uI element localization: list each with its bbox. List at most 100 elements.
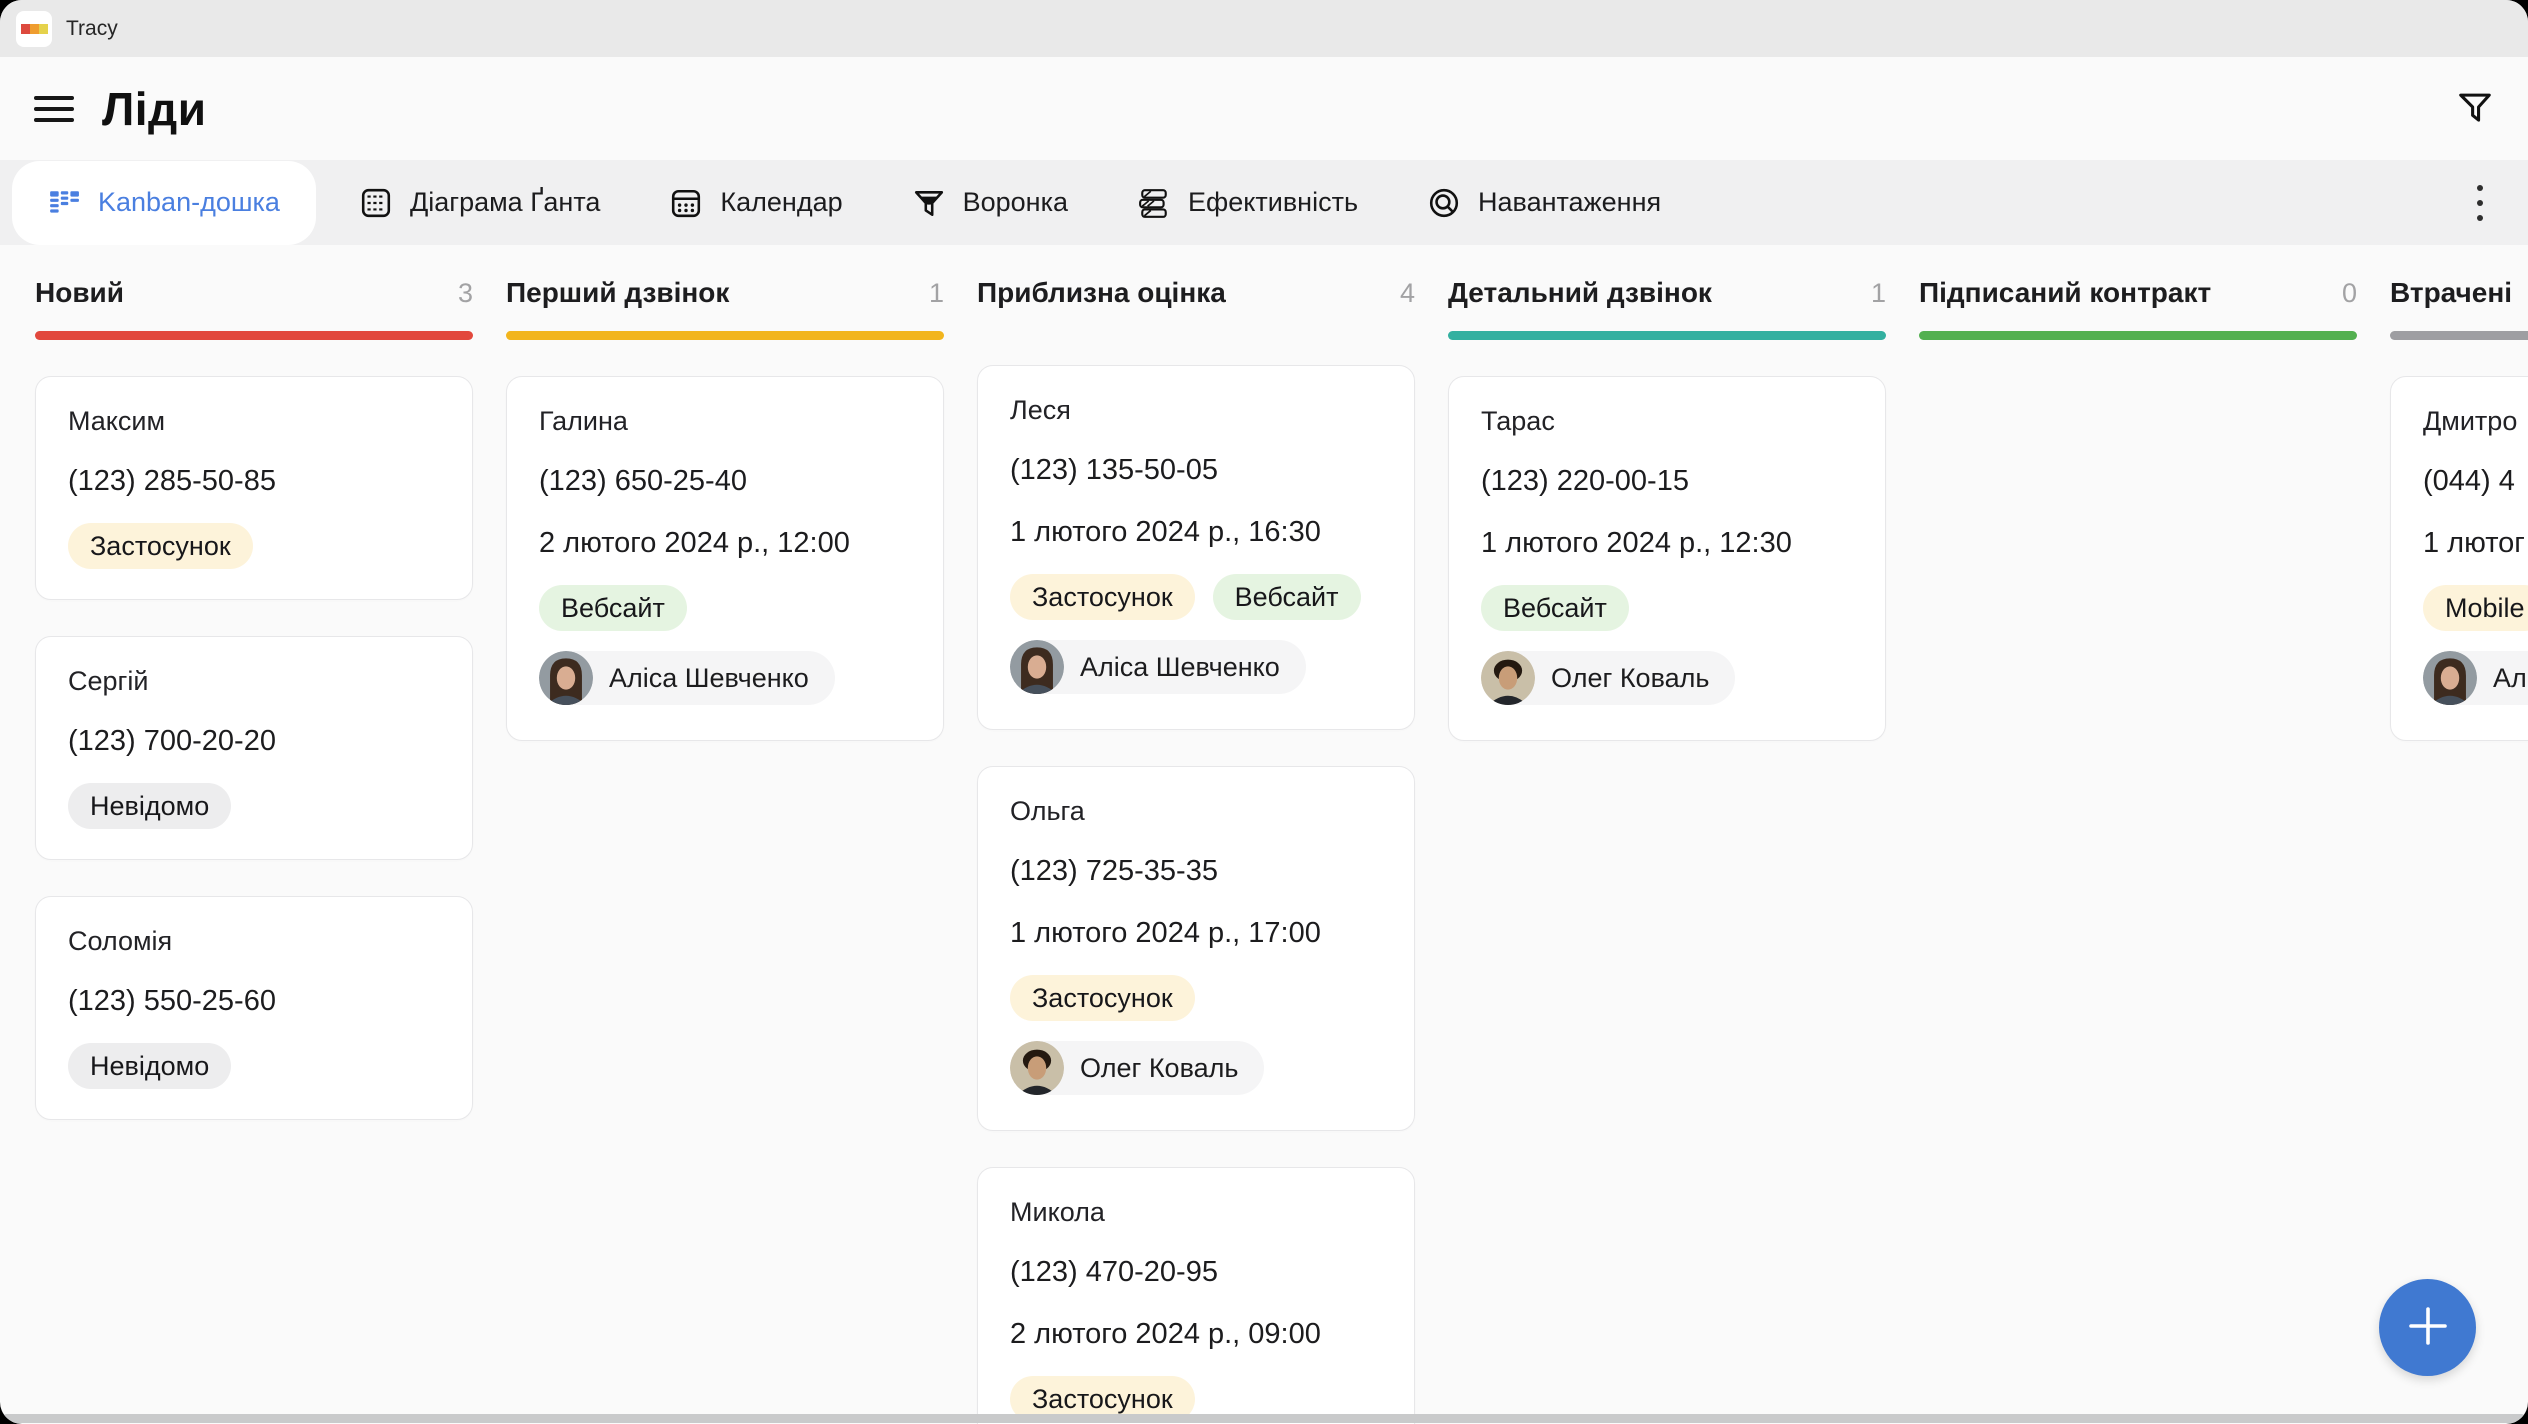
more-options-button[interactable]	[2452, 160, 2508, 245]
assignee-chip: Аліса Шевченко	[1010, 640, 1306, 694]
lead-phone: (123) 220-00-15	[1481, 465, 1689, 497]
column-header: Новий 3	[35, 277, 473, 311]
lead-card[interactable]: Сергій (123) 700-20-20 Невідомо	[35, 636, 473, 860]
lead-datetime: 1 лютог	[2423, 527, 2525, 559]
column-count: 1	[1870, 278, 1886, 308]
assignee-chip: Аліса Шевченко	[539, 651, 835, 705]
kanban-board: Новий 3 Максим (123) 285-50-85 Застосунок Сер…	[0, 245, 2528, 1424]
lead-card[interactable]: Соломія (123) 550-25-60 Невідомо	[35, 896, 473, 1120]
assignee-chip: Алі	[2423, 651, 2528, 705]
lead-name: Леся	[1010, 395, 1071, 425]
tab-workload[interactable]: Навантаження	[1402, 160, 1687, 245]
lead-tags: Застосунок Вебсайт	[1010, 574, 1382, 620]
lead-datetime: 1 лютого 2024 р., 12:30	[1481, 527, 1792, 559]
column-title: Перший дзвінок	[506, 277, 730, 308]
lead-card[interactable]: Ольга (123) 725-35-35 1 лютого 2024 р., 17…	[977, 766, 1415, 1131]
column-header: Перший дзвінок 1	[506, 277, 944, 311]
lead-tags: Вебсайт	[539, 585, 911, 631]
add-lead-button[interactable]	[2379, 1279, 2476, 1376]
column-cards: Дмитро (044) 4 1 лютог Mobile Алі	[2390, 376, 2528, 741]
lead-datetime: 2 лютого 2024 р., 09:00	[1010, 1318, 1321, 1350]
kanban-icon	[48, 187, 80, 219]
lead-phone: (123) 550-25-60	[68, 985, 276, 1017]
lead-name: Микола	[1010, 1197, 1105, 1227]
lead-name: Дмитро	[2423, 406, 2518, 436]
lead-phone: (123) 650-25-40	[539, 465, 747, 497]
lead-datetime: 1 лютого 2024 р., 16:30	[1010, 516, 1321, 548]
lead-source-tag: Вебсайт	[539, 585, 687, 631]
lead-name: Галина	[539, 406, 628, 436]
lead-tags: Mobile	[2423, 585, 2528, 631]
avatar	[539, 651, 593, 705]
column-header: Підписаний контракт 0	[1919, 277, 2357, 311]
kebab-vertical-icon	[2474, 181, 2486, 225]
column-cards: Леся (123) 135-50-05 1 лютого 2024 р., 16:…	[977, 365, 1415, 1424]
tab-label: Навантаження	[1478, 187, 1662, 217]
assignee-name: Аліса Шевченко	[1080, 651, 1280, 682]
calendar-icon	[670, 187, 702, 219]
assignee-chip: Олег Коваль	[1010, 1041, 1265, 1095]
lead-name: Максим	[68, 406, 166, 436]
lead-source-tag: Вебсайт	[1481, 585, 1629, 631]
hamburger-menu-button[interactable]	[34, 89, 74, 129]
column-color-bar	[35, 331, 473, 340]
tab-calendar[interactable]: Календар	[644, 160, 868, 245]
assignee-name: Аліса Шевченко	[609, 662, 809, 693]
lead-card[interactable]: Микола (123) 470-20-95 2 лютого 2024 р., 0…	[977, 1167, 1415, 1424]
tab-kanban-board[interactable]: Kanban-дошка	[12, 160, 316, 245]
tab-label: Воронка	[962, 187, 1069, 217]
lead-source-tag: Невідомо	[68, 1043, 232, 1089]
kanban-column: Детальний дзвінок 1 Тарас (123) 220-00-15 1 …	[1448, 245, 1886, 1424]
lead-name: Ольга	[1010, 796, 1085, 826]
lead-card[interactable]: Дмитро (044) 4 1 лютог Mobile Алі	[2390, 376, 2528, 741]
column-count: 4	[1399, 278, 1415, 308]
funnel-icon	[913, 187, 945, 219]
avatar	[1481, 651, 1535, 705]
page-title: Ліди	[102, 82, 207, 135]
tab-efficiency[interactable]: Ефективність	[1112, 160, 1384, 245]
lead-source-tag: Mobile	[2423, 585, 2528, 631]
filter-button[interactable]	[2456, 88, 2494, 129]
lead-card[interactable]: Леся (123) 135-50-05 1 лютого 2024 р., 16:…	[977, 365, 1415, 730]
plus-icon	[2404, 1302, 2452, 1353]
column-cards: Максим (123) 285-50-85 Застосунок Сергій (12…	[35, 376, 473, 1120]
tab-funnel[interactable]: Воронка	[887, 160, 1094, 245]
lead-card[interactable]: Галина (123) 650-25-40 2 лютого 2024 р., 1…	[506, 376, 944, 741]
efficiency-icon	[1138, 187, 1170, 219]
kanban-column: Підписаний контракт 0	[1919, 245, 2357, 1424]
column-title: Детальний дзвінок	[1448, 277, 1712, 308]
lead-phone: (123) 285-50-85	[68, 465, 276, 497]
column-cards: Галина (123) 650-25-40 2 лютого 2024 р., 1…	[506, 376, 944, 741]
gantt-icon	[360, 187, 392, 219]
window-titlebar: Tracy	[0, 0, 2528, 57]
lead-name: Сергій	[68, 666, 149, 696]
lead-tags: Вебсайт	[1481, 585, 1853, 631]
tab-label: Kanban-дошка	[98, 187, 280, 217]
column-title: Новий	[35, 277, 124, 308]
lead-phone: (044) 4	[2423, 465, 2515, 497]
kanban-column: Приблизна оцінка 4 Леся (123) 135-50-05 1 лю…	[977, 245, 1415, 1424]
lead-tags: Застосунок	[1010, 975, 1382, 1021]
tab-label: Діаграма Ґанта	[409, 187, 601, 217]
lead-datetime: 1 лютого 2024 р., 17:00	[1010, 917, 1321, 949]
lead-name: Соломія	[68, 926, 173, 956]
column-color-bar	[1919, 331, 2357, 340]
horizontal-scrollbar[interactable]	[2, 1414, 2526, 1423]
column-header: Втрачені	[2390, 277, 2528, 311]
column-color-bar	[506, 331, 944, 340]
column-count: 3	[457, 278, 473, 308]
assignee-name: Алі	[2493, 662, 2528, 693]
lead-tags: Невідомо	[68, 783, 440, 829]
kanban-column: Втрачені Дмитро (044) 4 1 лютог Mobile Алі	[2390, 245, 2528, 1424]
tab-gantt-chart[interactable]: Діаграма Ґанта	[334, 160, 626, 245]
kanban-column: Перший дзвінок 1 Галина (123) 650-25-40 2 лю…	[506, 245, 944, 1424]
column-header: Детальний дзвінок 1	[1448, 277, 1886, 311]
column-cards: Тарас (123) 220-00-15 1 лютого 2024 р., 12…	[1448, 376, 1886, 741]
lead-card[interactable]: Максим (123) 285-50-85 Застосунок	[35, 376, 473, 600]
lead-tags: Застосунок	[68, 523, 440, 569]
avatar	[1010, 640, 1064, 694]
window-title: Tracy	[66, 16, 118, 40]
avatar	[1010, 1041, 1064, 1095]
lead-card[interactable]: Тарас (123) 220-00-15 1 лютого 2024 р., 12…	[1448, 376, 1886, 741]
